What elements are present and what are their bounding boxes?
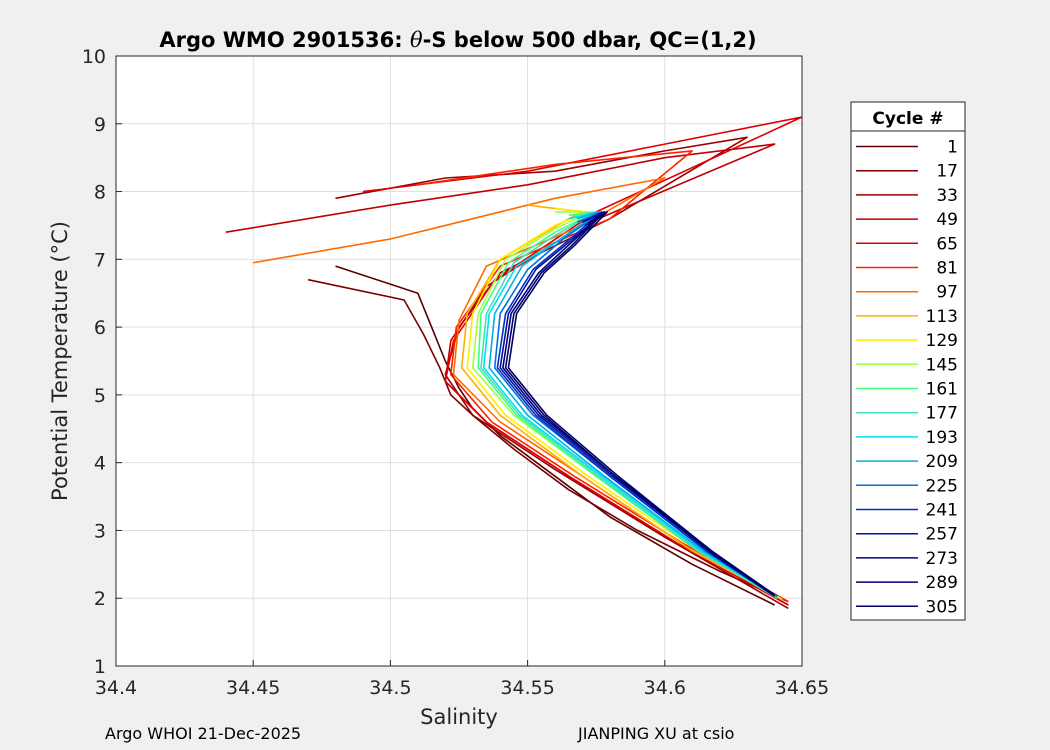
legend-title: Cycle # xyxy=(872,109,943,129)
x-tick-label: 34.6 xyxy=(644,677,686,699)
series-line-cycle-257 xyxy=(499,211,776,597)
legend-label-cycle-193: 193 xyxy=(926,428,958,448)
legend-label-cycle-81: 81 xyxy=(936,259,958,279)
y-axis-label: Potential Temperature (°C) xyxy=(48,221,72,501)
footer-right-credit: JIANPING XU at csio xyxy=(578,724,735,743)
legend: Cycle # 1 17 33 49 65 81 97 113 129 145 161 177 193 2… xyxy=(850,101,966,621)
x-tick-label: 34.65 xyxy=(775,677,829,699)
legend-label-cycle-33: 33 xyxy=(936,186,958,206)
y-tick-label: 5 xyxy=(94,385,106,407)
y-tick-label: 1 xyxy=(94,656,106,678)
y-tick-label: 2 xyxy=(94,588,106,610)
legend-label-cycle-177: 177 xyxy=(926,404,958,424)
series-line-cycle-161 xyxy=(477,211,778,599)
legend-label-cycle-65: 65 xyxy=(936,234,958,254)
legend-label-cycle-49: 49 xyxy=(936,210,958,230)
series-line-cycle-81 xyxy=(417,150,789,603)
legend-label-cycle-241: 241 xyxy=(926,501,958,521)
y-tick-label: 7 xyxy=(94,249,106,271)
legend-label-cycle-17: 17 xyxy=(936,162,958,182)
plot-area xyxy=(116,56,802,666)
series-line-cycle-113 xyxy=(460,204,784,601)
chart-title: Argo WMO 2901536: θ-S below 500 dbar, QC… xyxy=(159,28,756,52)
legend-entries: 1 17 33 49 65 81 97 113 129 145 161 177 193 209 225 241… xyxy=(856,138,958,617)
y-tick-label: 4 xyxy=(94,453,106,475)
series-line-cycle-241 xyxy=(496,211,776,597)
x-axis-label: Salinity xyxy=(420,705,498,729)
x-tick-label: 34.5 xyxy=(369,677,411,699)
legend-label-cycle-273: 273 xyxy=(926,549,958,569)
plot-frame xyxy=(115,55,803,667)
legend-label-cycle-209: 209 xyxy=(926,452,958,472)
x-tick-labels: 34.4 34.45 34.5 34.55 34.6 34.65 xyxy=(95,677,829,699)
y-tick-label: 3 xyxy=(94,520,106,542)
series-line-cycle-289 xyxy=(504,211,776,597)
legend-label-cycle-305: 305 xyxy=(926,597,958,617)
chart-title-prefix: Argo WMO 2901536: xyxy=(159,28,410,52)
legend-label-cycle-97: 97 xyxy=(936,283,958,303)
legend-label-cycle-225: 225 xyxy=(926,476,958,496)
chart-title-suffix: -S below 500 dbar, QC=(1,2) xyxy=(423,28,757,52)
series-line-cycle-209 xyxy=(488,211,778,598)
chart-title-theta: θ xyxy=(410,28,423,52)
series-line-cycle-177 xyxy=(480,211,778,598)
legend-label-cycle-161: 161 xyxy=(926,380,958,400)
x-tick-label: 34.4 xyxy=(95,677,137,699)
legend-label-cycle-129: 129 xyxy=(926,331,958,351)
series-line-cycle-273 xyxy=(502,211,776,597)
legend-label-cycle-1: 1 xyxy=(947,138,958,158)
legend-label-cycle-289: 289 xyxy=(926,573,958,593)
y-tick-label: 6 xyxy=(94,317,106,339)
y-tick-label: 8 xyxy=(94,182,106,204)
series-line-cycle-33 xyxy=(335,136,789,610)
axis-ticks xyxy=(115,55,803,667)
series-group xyxy=(225,116,802,610)
series-line-cycle-305 xyxy=(507,211,776,596)
y-tick-labels: 1 2 3 4 5 6 7 8 9 10 xyxy=(82,46,106,678)
x-tick-label: 34.45 xyxy=(226,677,280,699)
y-tick-label: 9 xyxy=(94,114,106,136)
legend-label-cycle-113: 113 xyxy=(926,307,958,327)
legend-label-cycle-257: 257 xyxy=(926,525,958,545)
y-tick-label: 10 xyxy=(82,46,106,68)
legend-label-cycle-145: 145 xyxy=(926,355,958,375)
footer-left-credit: Argo WHOI 21-Dec-2025 xyxy=(105,724,302,743)
x-tick-label: 34.55 xyxy=(500,677,554,699)
